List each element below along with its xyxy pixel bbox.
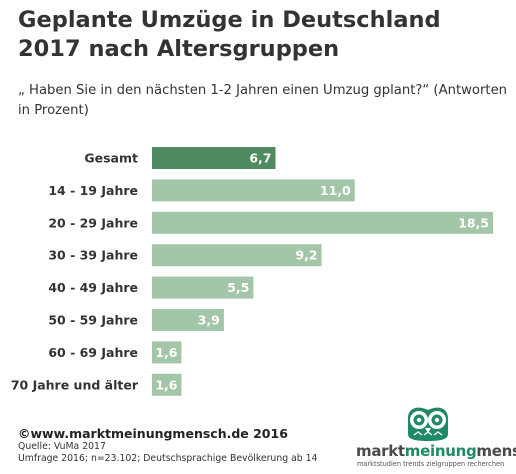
value-label-70-jahre-und-älter: 1,6 (155, 377, 177, 392)
logo-wordmark: marktmeinungmensch (356, 442, 516, 460)
bar-50-59-jahre (152, 309, 224, 331)
category-label-20-29-jahre: 20 - 29 Jahre (48, 215, 138, 230)
category-label-14-19-jahre: 14 - 19 Jahre (48, 183, 138, 198)
bar-chart: Gesamt 6,7 14 - 19 Jahre 11,0 20 - 29 Jahre 1… (11, 147, 493, 396)
owl-icon (408, 407, 448, 441)
copyright-text: ©www.marktmeinungmensch.de 2016 (18, 426, 288, 441)
value-label-30-39-jahre: 9,2 (295, 248, 317, 263)
category-label-gesamt: Gesamt (84, 151, 138, 166)
bar-30-39-jahre (152, 244, 322, 267)
bar-40-49-jahre (152, 276, 254, 299)
bar-14-19-jahre (152, 179, 355, 202)
footer: ©www.marktmeinungmensch.de 2016 Quelle: … (18, 426, 348, 465)
bar-20-29-jahre (152, 211, 493, 234)
bar-70-jahre-und-älter (152, 373, 182, 396)
bar-60-69-jahre (152, 341, 182, 364)
logo-tagline: marktstudien trends zielgruppen recherch… (357, 460, 505, 468)
value-label-40-49-jahre: 5,5 (227, 280, 249, 295)
brand-logo: marktmeinungmensch marktstudien trends z… (356, 402, 516, 472)
bar-gesamt (152, 147, 276, 169)
category-label-50-59-jahre: 50 - 59 Jahre (48, 313, 138, 328)
category-label-70-jahre-und-älter: 70 Jahre und älter (11, 377, 139, 392)
value-label-gesamt: 6,7 (249, 151, 271, 166)
category-label-40-49-jahre: 40 - 49 Jahre (48, 280, 138, 295)
category-label-30-39-jahre: 30 - 39 Jahre (48, 248, 138, 263)
value-label-20-29-jahre: 18,5 (458, 215, 489, 230)
value-label-14-19-jahre: 11,0 (320, 183, 351, 198)
value-label-50-59-jahre: 3,9 (198, 313, 220, 328)
survey-note: Umfrage 2016; n=23.102; Deutschsprachige… (18, 453, 318, 464)
category-label-60-69-jahre: 60 - 69 Jahre (48, 345, 138, 360)
chart-subtitle: „ Haben Sie in den nächsten 1-2 Jahren e… (18, 83, 508, 118)
source-text: Quelle: VuMa 2017 (18, 441, 106, 452)
chart-title: Geplante Umzüge in Deutschland 2017 nach… (18, 7, 441, 62)
value-label-60-69-jahre: 1,6 (155, 345, 177, 360)
